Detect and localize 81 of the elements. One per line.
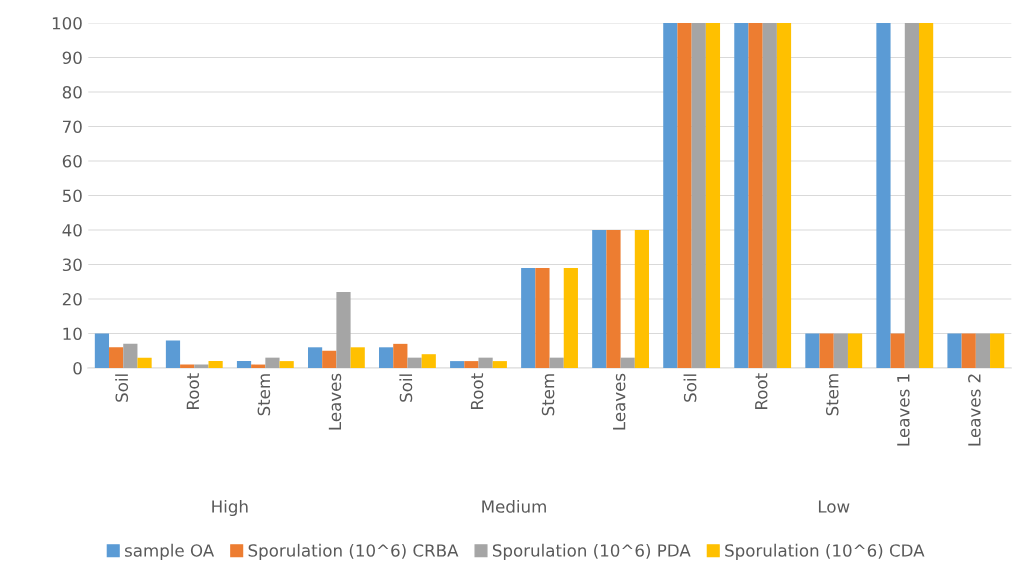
bar bbox=[236, 361, 252, 368]
y-tick-label: 80 bbox=[62, 85, 82, 99]
bar bbox=[535, 267, 550, 368]
x-tick-label: Soil bbox=[399, 374, 413, 402]
legend-label: Sporulation (10^6) CRBA bbox=[248, 543, 459, 560]
bar bbox=[265, 357, 280, 368]
bar bbox=[634, 230, 650, 368]
bar bbox=[549, 357, 564, 368]
x-tick-label: Leaves 1 bbox=[897, 374, 910, 446]
bar bbox=[393, 343, 408, 368]
bar bbox=[847, 333, 863, 368]
bar bbox=[819, 333, 834, 368]
y-tick-label: 30 bbox=[62, 258, 82, 272]
x-tick-label: Stem bbox=[257, 374, 271, 416]
y-tick-label: 10 bbox=[63, 327, 82, 341]
y-tick-label: 100 bbox=[52, 16, 82, 30]
bar bbox=[478, 357, 493, 368]
bar bbox=[492, 361, 507, 368]
x-tick-label: Soil bbox=[115, 374, 129, 402]
text: Low bbox=[818, 500, 850, 513]
bar bbox=[592, 230, 607, 368]
bar bbox=[748, 23, 763, 368]
y-tick-label: 0 bbox=[73, 361, 82, 375]
bar bbox=[421, 354, 436, 368]
bar bbox=[961, 333, 976, 368]
bar bbox=[663, 23, 678, 368]
bar bbox=[606, 230, 621, 368]
x-tick-label: Soil bbox=[683, 374, 697, 402]
bar bbox=[109, 347, 124, 368]
bar bbox=[975, 333, 991, 368]
legend-label: Sporulation (10^6) CDA bbox=[725, 543, 925, 560]
bar bbox=[705, 23, 721, 368]
bar bbox=[762, 23, 777, 368]
bar bbox=[307, 347, 323, 368]
bar bbox=[677, 23, 692, 368]
bar bbox=[876, 23, 891, 368]
bar bbox=[620, 357, 635, 368]
y-tick-label: 20 bbox=[62, 292, 82, 306]
bar bbox=[776, 23, 792, 368]
x-tick-label: Leaves bbox=[613, 373, 626, 430]
bar bbox=[833, 333, 848, 368]
y-tick-label: 60 bbox=[62, 154, 82, 168]
bar bbox=[94, 333, 110, 368]
bar bbox=[137, 357, 152, 368]
bar bbox=[379, 347, 394, 368]
bar bbox=[123, 343, 138, 368]
bar bbox=[947, 333, 962, 368]
x-tick-label: Stem bbox=[541, 374, 555, 416]
y-tick-label: 50 bbox=[62, 189, 82, 203]
y-tick-label: 90 bbox=[62, 51, 82, 65]
bar bbox=[904, 23, 919, 368]
bar bbox=[990, 333, 1005, 368]
bar bbox=[336, 292, 351, 368]
x-tick-label: Leaves 2 bbox=[968, 374, 981, 446]
bar bbox=[450, 361, 465, 368]
bar bbox=[563, 267, 578, 368]
legend-label: Sporulation (10^6) PDA bbox=[492, 543, 691, 560]
y-tick-label: 40 bbox=[62, 223, 82, 237]
x-tick-label: Root bbox=[755, 373, 768, 409]
x-tick-label: Leaves bbox=[328, 373, 342, 430]
x-tick-label: Root bbox=[470, 373, 484, 409]
text: High bbox=[212, 499, 248, 517]
bar bbox=[890, 333, 905, 368]
bar bbox=[464, 361, 479, 368]
bar bbox=[322, 350, 337, 368]
bar bbox=[165, 340, 181, 368]
legend-label: sample OA bbox=[124, 543, 215, 560]
bar bbox=[194, 364, 209, 368]
y-tick-label: 70 bbox=[63, 120, 82, 134]
bar bbox=[734, 23, 749, 368]
bar bbox=[407, 357, 422, 368]
bar bbox=[350, 347, 365, 368]
bar bbox=[521, 267, 536, 368]
bar bbox=[208, 361, 223, 368]
bar bbox=[919, 23, 934, 368]
text: Medium bbox=[482, 499, 546, 513]
x-tick-label: Stem bbox=[825, 374, 839, 416]
bar bbox=[279, 361, 294, 368]
x-tick-label: Root bbox=[186, 373, 200, 409]
bar bbox=[691, 23, 706, 368]
bar bbox=[805, 333, 820, 368]
